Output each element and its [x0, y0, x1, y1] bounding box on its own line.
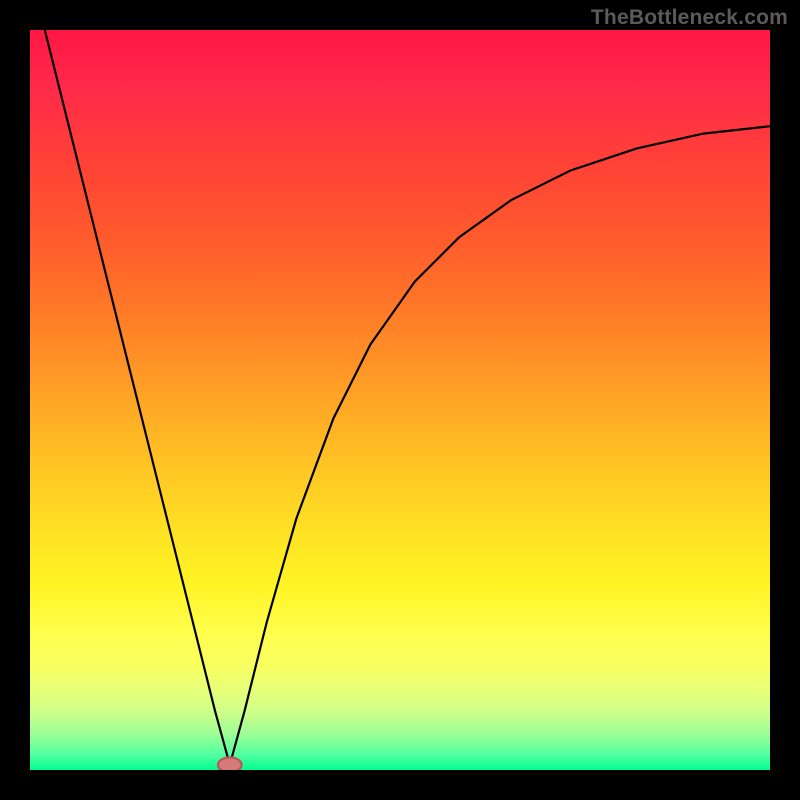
minimum-marker: [218, 757, 242, 770]
curve-svg: [30, 30, 770, 770]
bottleneck-curve: [45, 30, 770, 765]
plot-area: [30, 30, 770, 770]
watermark-text: TheBottleneck.com: [591, 6, 788, 30]
